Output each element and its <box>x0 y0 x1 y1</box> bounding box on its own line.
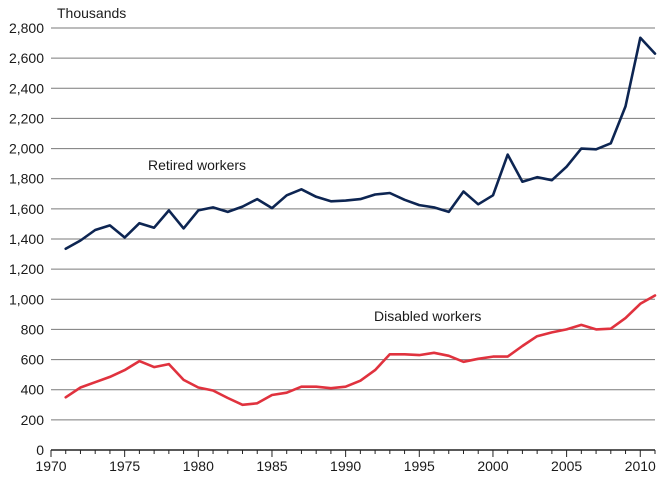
x-tick-label: 1985 <box>256 458 287 474</box>
y-tick-label: 1,000 <box>9 291 44 307</box>
y-tick-label: 2,800 <box>9 20 44 36</box>
y-tick-label: 1,200 <box>9 261 44 277</box>
x-tick-label: 1990 <box>330 458 361 474</box>
disabled-workers-line <box>64 294 657 407</box>
x-tick-label: 1995 <box>404 458 435 474</box>
y-tick-label: 0 <box>36 442 44 458</box>
y-tick-label: 600 <box>21 352 45 368</box>
y-tick-label: 400 <box>21 382 45 398</box>
x-tick-label: 1980 <box>183 458 214 474</box>
y-tick-label: 200 <box>21 412 45 428</box>
y-axis: 0 200 400 600 800 1,000 1,200 1,400 1,600 1,800 2,… <box>9 20 44 458</box>
y-tick-label: 1,600 <box>9 201 44 217</box>
y-unit-label: Thousands <box>57 5 126 21</box>
y-tick-label: 800 <box>21 321 45 337</box>
retired-workers-label: Retired workers <box>148 157 246 173</box>
x-axis: 1970 1975 1980 1985 1990 1995 2000 2005 2010 <box>35 450 656 474</box>
x-tick-label: 2000 <box>477 458 508 474</box>
y-tick-label: 1,400 <box>9 231 44 247</box>
y-tick-label: 2,000 <box>9 141 44 157</box>
y-tick-label: 2,400 <box>9 80 44 96</box>
disabled-workers-label: Disabled workers <box>374 308 481 324</box>
y-tick-label: 2,600 <box>9 50 44 66</box>
series-lines <box>64 36 657 407</box>
gridlines <box>51 27 655 421</box>
retired-workers-line <box>64 36 657 251</box>
x-tick-label: 1970 <box>35 458 66 474</box>
x-tick-label: 2010 <box>625 458 656 474</box>
y-tick-label: 1,800 <box>9 171 44 187</box>
x-tick-label: 2005 <box>551 458 582 474</box>
y-tick-label: 2,200 <box>9 110 44 126</box>
x-tick-label: 1975 <box>109 458 140 474</box>
